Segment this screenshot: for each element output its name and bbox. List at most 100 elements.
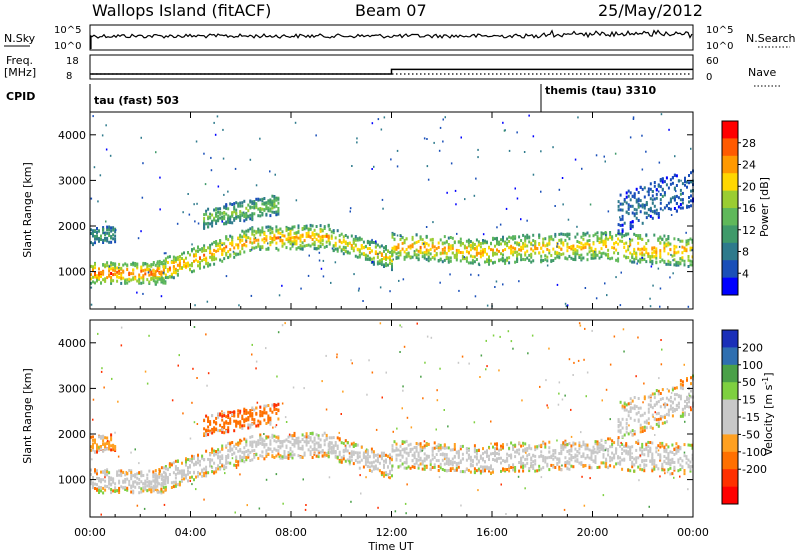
echo-cell xyxy=(100,480,102,484)
noise-sky-label: N.Sky xyxy=(4,32,36,45)
echo-cell xyxy=(366,460,369,464)
echo-cell xyxy=(271,450,274,454)
echo-cell xyxy=(639,406,642,410)
echo-cell xyxy=(669,395,672,399)
echo-cell xyxy=(520,456,523,460)
echo-cell xyxy=(649,425,652,429)
echo-cell xyxy=(461,457,464,461)
echo-cell xyxy=(174,476,177,480)
echo-cell xyxy=(223,222,226,226)
echo-cell xyxy=(305,226,308,230)
echo-cell xyxy=(368,251,371,255)
echo-cell xyxy=(433,245,436,249)
echo-cell xyxy=(277,436,280,440)
echo-cell xyxy=(463,257,466,261)
echo-cell xyxy=(516,131,518,134)
echo-cell xyxy=(590,457,593,461)
echo-cell xyxy=(322,259,325,262)
echo-cell xyxy=(233,207,236,211)
echo-cell xyxy=(677,405,680,409)
echo-cell xyxy=(197,455,199,459)
echo-cell xyxy=(631,399,634,403)
echo-cell xyxy=(315,134,317,137)
echo-cell xyxy=(657,421,660,425)
echo-cell xyxy=(346,242,349,246)
echo-cell xyxy=(615,248,618,252)
echo-cell xyxy=(500,252,502,256)
echo-cell xyxy=(514,235,517,239)
echo-cell xyxy=(508,149,511,152)
echo-cell xyxy=(639,185,642,189)
echo-cell xyxy=(500,456,502,460)
echo-cell xyxy=(637,418,640,422)
echo-cell xyxy=(303,453,306,457)
echo-cell xyxy=(431,457,434,461)
echo-cell xyxy=(512,468,515,472)
echo-cell xyxy=(473,260,476,264)
echo-cell xyxy=(564,256,567,260)
echo-cell xyxy=(677,469,680,473)
echo-cell xyxy=(158,267,161,270)
echo-cell xyxy=(629,136,632,139)
echo-cell xyxy=(542,237,545,241)
echo-cell xyxy=(437,464,440,468)
echo-cell xyxy=(425,457,428,461)
echo-cell xyxy=(510,236,513,240)
echo-cell xyxy=(183,469,185,473)
echo-cell xyxy=(199,256,201,260)
echo-cell xyxy=(663,448,666,451)
echo-cell xyxy=(528,253,531,257)
echo-cell xyxy=(271,203,274,207)
echo-cell xyxy=(415,442,418,445)
echo-cell xyxy=(185,264,187,268)
echo-cell xyxy=(239,252,242,256)
echo-cell xyxy=(506,244,509,248)
echo-cell xyxy=(231,214,234,218)
echo-cell xyxy=(100,478,102,482)
echo-cell xyxy=(464,198,466,201)
echo-cell xyxy=(164,465,167,468)
echo-cell xyxy=(106,447,109,451)
echo-cell xyxy=(647,440,650,444)
echo-cell xyxy=(227,410,230,414)
echo-cell xyxy=(209,420,212,424)
echo-cell xyxy=(277,445,280,449)
echo-cell xyxy=(277,236,280,240)
echo-cell xyxy=(178,258,181,262)
echo-cell xyxy=(522,462,525,465)
echo-cell xyxy=(380,128,383,131)
echo-cell xyxy=(530,447,533,451)
echo-cell xyxy=(291,450,294,454)
echo-cell xyxy=(598,251,601,254)
echo-cell xyxy=(245,233,248,237)
echo-cell xyxy=(580,235,583,239)
echo-cell xyxy=(479,249,482,253)
echo-cell xyxy=(617,443,620,446)
echo-cell xyxy=(271,435,274,439)
echo-cell xyxy=(354,235,357,239)
echo-cell xyxy=(617,251,620,255)
echo-cell xyxy=(239,423,242,427)
echo-cell xyxy=(631,220,634,224)
echo-cell xyxy=(385,453,387,457)
echo-cell xyxy=(309,244,312,248)
echo-cell xyxy=(469,462,472,466)
echo-cell xyxy=(516,260,519,263)
echo-cell xyxy=(348,460,351,464)
echo-cell xyxy=(506,237,509,241)
echo-cell xyxy=(431,446,434,450)
echo-cell xyxy=(641,187,644,191)
echo-cell xyxy=(239,409,242,413)
echo-cell xyxy=(325,452,328,455)
echo-cell xyxy=(293,236,296,239)
echo-cell xyxy=(273,405,276,409)
echo-cell xyxy=(502,445,504,449)
echo-cell xyxy=(380,252,383,256)
echo-cell xyxy=(641,449,644,453)
echo-cell xyxy=(360,237,363,241)
echo-cell xyxy=(156,260,159,264)
echo-cell xyxy=(197,453,199,457)
echo-cell xyxy=(564,238,567,242)
echo-cell xyxy=(629,456,632,460)
echo-cell xyxy=(297,226,300,230)
